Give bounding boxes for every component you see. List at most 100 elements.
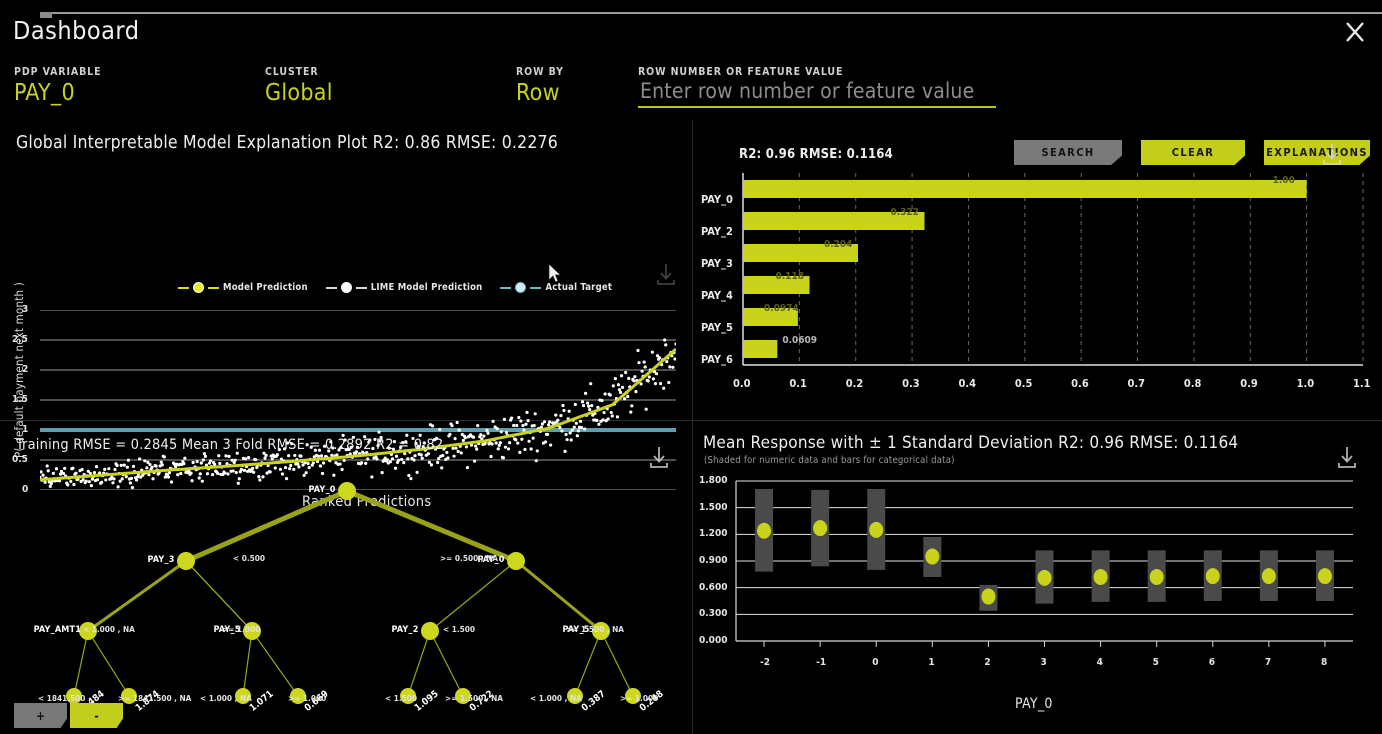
axis-tick: -2 <box>760 657 771 668</box>
legend-dash-icon <box>178 286 189 289</box>
panel-divider-horizontal-left <box>0 420 692 421</box>
bar-value-label: 0.118 <box>775 271 804 282</box>
bar-category-label: PAY_4 <box>701 289 733 302</box>
feature-importance-canvas <box>742 173 1364 366</box>
legend-dash-icon <box>500 286 512 289</box>
feature-importance-panel: R2: 0.96 RMSE: 0.1164 0.0 0.1 0.2 0.3 0.4 0.5… <box>693 120 1382 420</box>
global-explanation-panel: Global Interpretable Model Explanation P… <box>0 120 692 510</box>
scatter-plot-canvas <box>40 310 676 490</box>
axis-tick: 1.200 <box>699 528 728 540</box>
axis-tick: 1 <box>22 424 29 435</box>
bar-category-label: PAY_0 <box>701 193 733 206</box>
mean-response-panel: Mean Response with ± 1 Standard Deviatio… <box>693 421 1382 734</box>
title-bar: Dashboard <box>0 0 1382 56</box>
tree-node-label: PAY_AMT1 <box>33 625 82 635</box>
search-button[interactable]: SEARCH <box>1014 140 1122 165</box>
tree-edge-label: >= 1.500 , NA <box>445 693 503 703</box>
axis-tick: 0.2 <box>845 377 864 390</box>
tree-node-label: PAY_0 <box>308 485 336 495</box>
row-by-field[interactable]: ROW BY Row <box>516 66 564 106</box>
tree-edge-label: >= 1841.500 , NA <box>118 693 192 703</box>
tree-zoom-out-button[interactable]: - <box>70 703 123 728</box>
legend-marker-icon <box>340 282 352 293</box>
panel-divider-horizontal-right <box>693 420 1382 421</box>
tree-node-label: PAY_0 <box>477 555 505 565</box>
axis-tick: 0.8 <box>1183 377 1202 390</box>
bar-value-label: 1.00 <box>1272 175 1295 186</box>
tree-edge-label: >= 1.000 <box>620 693 659 703</box>
download-icon[interactable] <box>1333 443 1361 475</box>
bar-category-label: PAY_2 <box>701 225 733 238</box>
pdp-variable-label: PDP VARIABLE <box>14 66 102 78</box>
bar-value-label: 0.204 <box>823 239 853 250</box>
axis-tick: 1.800 <box>699 475 728 486</box>
tree-zoom-in-button[interactable]: + <box>14 703 67 728</box>
scatter-legend: Model Prediction LIME Model Prediction A… <box>178 282 612 293</box>
explanations-button[interactable]: EXPLANATIONS <box>1264 140 1370 165</box>
title-divider <box>46 12 1382 14</box>
cluster-label: CLUSTER <box>265 66 319 78</box>
legend-dash-icon <box>208 286 219 289</box>
row-number-field: ROW NUMBER OR FEATURE VALUE <box>638 66 998 108</box>
axis-tick: 2 <box>984 657 991 668</box>
cluster-value[interactable]: Global <box>265 80 333 106</box>
download-icon[interactable] <box>652 260 680 292</box>
bar-value-label: 0.322 <box>890 207 919 218</box>
panel-divider-vertical <box>692 120 693 734</box>
axis-tick: 7 <box>1264 657 1272 668</box>
axis-tick: 2.5 <box>12 334 28 345</box>
axis-tick: 1 <box>928 657 935 668</box>
legend-item-lime-prediction: LIME Model Prediction <box>325 282 483 293</box>
axis-tick: 5 <box>1152 657 1159 668</box>
axis-tick: 0 <box>872 657 879 668</box>
axis-tick: 0.3 <box>902 377 920 390</box>
axis-tick: 1.500 <box>699 501 728 513</box>
row-by-value[interactable]: Row <box>516 80 560 106</box>
axis-tick: 0.5 <box>1014 377 1033 390</box>
axis-tick: 6 <box>1208 657 1216 668</box>
tree-edge-label: < 1841.500 <box>38 693 86 703</box>
bar-value-label: 0.0609 <box>782 335 818 346</box>
tree-edge-label: < 1.500 <box>385 693 418 703</box>
row-number-label: ROW NUMBER OR FEATURE VALUE <box>638 66 844 78</box>
bar-category-label: PAY_5 <box>701 321 733 334</box>
row-by-label: ROW BY <box>516 66 564 78</box>
mean-response-canvas <box>735 480 1353 647</box>
legend-item-actual-target: Actual Target <box>500 282 612 293</box>
legend-dash-icon <box>530 286 542 289</box>
pdp-variable-value[interactable]: PAY_0 <box>14 80 76 106</box>
tree-edge-label: < 0.500 <box>233 553 266 563</box>
download-icon[interactable] <box>1318 140 1346 172</box>
axis-tick: 0.9 <box>1240 377 1258 390</box>
legend-item-model-prediction: Model Prediction <box>178 282 308 293</box>
legend-marker-icon <box>193 282 204 293</box>
row-number-input[interactable] <box>638 78 996 108</box>
axis-tick: 0.600 <box>699 581 728 593</box>
decision-tree-title: Training RMSE = 0.2845 Mean 3 Fold RMSE … <box>16 437 444 453</box>
axis-tick: 0.0 <box>733 377 751 390</box>
axis-tick: 0.000 <box>699 635 728 646</box>
mean-response-subtitle: (Shaded for numeric data and bars for ca… <box>704 455 955 466</box>
pdp-variable-field[interactable]: PDP VARIABLE PAY_0 <box>14 66 101 106</box>
axis-tick: 0.300 <box>699 608 728 620</box>
axis-tick: 1.5 <box>12 394 28 405</box>
clear-button[interactable]: CLEAR <box>1141 140 1245 165</box>
cluster-field[interactable]: CLUSTER Global <box>265 66 333 106</box>
axis-tick: 0.1 <box>789 377 807 390</box>
axis-tick: 0.7 <box>1127 377 1146 390</box>
tree-edge-label: >= 1.000 <box>222 624 261 634</box>
tree-node-label: PAY_3 <box>147 555 175 565</box>
tree-node-label: PAY_2 <box>391 625 419 635</box>
legend-dash-icon <box>355 286 367 289</box>
axis-tick: 4 <box>1096 657 1103 668</box>
axis-tick: 3 <box>22 304 29 315</box>
download-icon[interactable] <box>645 443 673 475</box>
axis-tick: -1 <box>816 657 827 668</box>
close-icon[interactable] <box>1338 16 1372 48</box>
axis-tick: 0 <box>22 484 29 495</box>
tree-node-label: PAY_5 <box>562 625 590 635</box>
axis-tick: 0.4 <box>958 377 976 390</box>
axis-tick: 0.900 <box>699 555 728 566</box>
bar-value-label: 0.0974 <box>763 303 799 314</box>
feature-importance-title: R2: 0.96 RMSE: 0.1164 <box>739 147 893 162</box>
